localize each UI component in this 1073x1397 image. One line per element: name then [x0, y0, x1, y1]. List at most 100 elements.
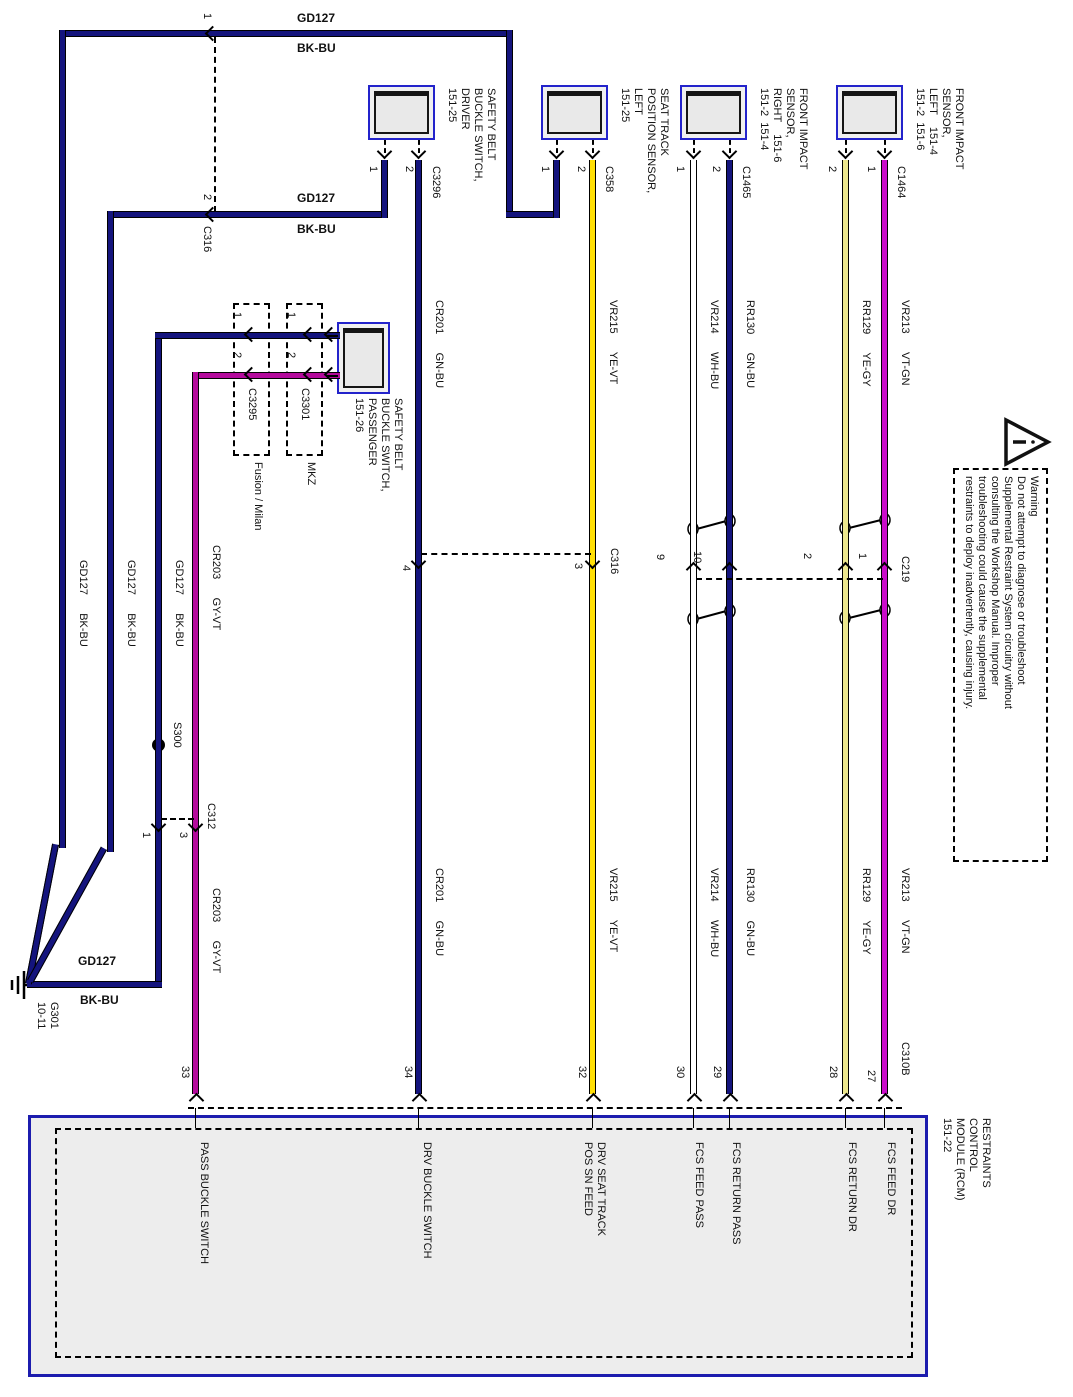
driver-buckle-pin2: 2: [403, 166, 415, 173]
gd127-wire-1: [59, 30, 66, 848]
c316-top-pin1: 1: [201, 13, 213, 20]
pin-arrow: [411, 1092, 428, 1109]
vr213-wire: [881, 160, 888, 1094]
driver-buckle-switch-box-inner: [374, 91, 429, 134]
gd127-wire1-label: GD127 BK-BU: [77, 560, 89, 647]
passenger-pin2-run: [192, 372, 340, 379]
pin-arrow: [204, 206, 221, 223]
rcm-pin-27: 27: [865, 1070, 877, 1083]
seat-track-pin1-wire: [553, 160, 560, 218]
gd127-wire2-label: GD127 BK-BU: [125, 560, 137, 647]
rcm-title: RESTRAINTS CONTROL MODULE (RCM) 151-22: [941, 1118, 992, 1201]
connector-c3301-dashed-box: [286, 303, 323, 456]
c316-mid-label: C316: [608, 548, 620, 575]
pin-arrow: [686, 1092, 703, 1109]
pin-arrow: [837, 561, 854, 578]
fis-right-pin2: 2: [710, 166, 722, 173]
pin-arrow: [837, 143, 854, 160]
pin-arrow: [685, 143, 702, 160]
pin-stub: [384, 140, 386, 153]
c3295-pin1: 1: [231, 312, 243, 319]
front-impact-right-label: FRONT IMPACT SENSOR, RIGHT 151-6 151-2 1…: [758, 88, 809, 170]
pin-arrow: [204, 25, 221, 42]
c219-pin1: 1: [856, 553, 868, 560]
pin-stub: [884, 140, 886, 153]
vr213-label-lower: VR213 VT-GN: [899, 868, 911, 954]
front-impact-right-box-inner: [686, 91, 741, 134]
rcm-pin-lead: [729, 1108, 730, 1128]
cr203-wire: [192, 372, 199, 1094]
pin-arrow: [876, 561, 893, 578]
c3301-pin1: 1: [285, 312, 297, 319]
c3301-variant: MKZ: [305, 462, 317, 486]
pin-stub: [845, 140, 847, 153]
driver-buckle-pin1-wire: [381, 160, 388, 218]
c316-top-pin2: 2: [201, 194, 213, 201]
c316-mid-pin3: 3: [572, 563, 584, 570]
c3295-variant: Fusion / Milan: [252, 462, 264, 531]
connector-c3295-dashed-box: [233, 303, 270, 456]
seat-track-pin1: 1: [539, 166, 551, 173]
pin-arrow: [685, 561, 702, 578]
pin-stub: [326, 335, 338, 337]
pin-arrow: [410, 553, 427, 570]
cr201-wire: [415, 160, 422, 1094]
passenger-buckle-switch-label: SAFETY BELT BUCKLE SWITCH, PASSENGER 151…: [353, 398, 404, 492]
gd127-top-corner: [506, 30, 513, 218]
vr214-label-lower: VR214 WH-BU: [708, 868, 720, 958]
c316-top-dashed-link: [214, 37, 216, 212]
warning-text: Warning Do not attempt to diagnose or tr…: [963, 476, 1040, 710]
front-impact-left-box-inner: [842, 91, 897, 134]
cr201-label-upper: CR201 GN-BU: [433, 300, 445, 389]
rr129-wire: [842, 160, 849, 1094]
pin-stub: [592, 140, 594, 153]
c3295-pin2: 2: [231, 352, 243, 359]
rcm-pin-lead: [195, 1108, 196, 1128]
pin-arrow: [584, 553, 601, 570]
warning-dashed-box: [953, 468, 1048, 862]
vr213-label-upper: VR213 VT-GN: [899, 300, 911, 386]
rcm-pin-28: 28: [827, 1066, 839, 1079]
pin-arrow: [721, 143, 738, 160]
c219-dashed-link: [696, 578, 883, 580]
cr201-label-lower: CR201 GN-BU: [433, 868, 445, 957]
rcm-pin-29: 29: [711, 1066, 723, 1079]
rcm-pin-33: 33: [179, 1066, 191, 1079]
gd127-top-run: [59, 30, 513, 37]
rcm-signal-fcs-feed-dr: FCS FEED DR: [885, 1142, 897, 1216]
rcm-pin-lead: [592, 1108, 593, 1128]
pin-stub: [556, 140, 558, 153]
pin-stub: [418, 140, 420, 153]
fis-left-pin2: 2: [826, 166, 838, 173]
connector-c358: C358: [603, 166, 615, 193]
pin-arrow: [877, 1092, 894, 1109]
gd127-ground-name: GD127: [78, 954, 117, 968]
c316-top-label: C316: [201, 226, 213, 253]
rcm-pin-lead: [693, 1108, 694, 1128]
gd127-top-name: GD127: [297, 11, 336, 25]
pin-arrow: [722, 1092, 739, 1109]
rcm-signal-fcs-feed-pass: FCS FEED PASS: [693, 1142, 705, 1228]
rcm-module-inner-dashed: [55, 1128, 913, 1358]
rcm-pin-lead: [418, 1108, 419, 1128]
seat-track-sensor-box-inner: [547, 91, 602, 134]
gd127-ground-run: [27, 981, 162, 988]
rcm-connector-dashed-line: [188, 1107, 902, 1109]
connector-c1464: C1464: [895, 166, 907, 199]
rcm-signal-fcs-return-dr: FCS RETURN DR: [846, 1142, 858, 1232]
gd127-second-name: GD127: [297, 191, 336, 205]
rcm-pin-lead: [845, 1108, 846, 1128]
cr203-label-upper: CR203 GY-VT: [210, 545, 222, 631]
driver-buckle-switch-label: SAFETY BELT BUCKLE SWITCH, DRIVER 151-25: [446, 88, 497, 182]
driver-buckle-pin1: 1: [367, 166, 379, 173]
c316-mid-pin4: 4: [400, 565, 412, 572]
vr214-label-upper: VR214 WH-BU: [708, 300, 720, 390]
pin-arrow: [838, 1092, 855, 1109]
warning-triangle-icon: [1004, 417, 1052, 467]
splice-s300-label: S300: [171, 722, 183, 748]
passenger-pin1-run: [155, 332, 340, 339]
pin-arrow: [876, 143, 893, 160]
vr215-label-upper: VR215 YE-VT: [607, 300, 619, 385]
connector-c1465: C1465: [740, 166, 752, 199]
